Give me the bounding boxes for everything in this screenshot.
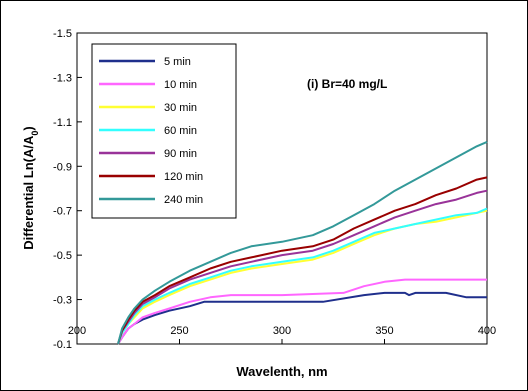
y-tick-label: -0.3 [53, 295, 72, 307]
y-tick-label: -0.5 [53, 250, 72, 262]
x-tick-label: 400 [478, 325, 496, 337]
y-tick-label: -0.9 [53, 161, 72, 173]
legend-label: 10 min [164, 79, 197, 91]
legend: 5 min 10 min 30 min 60 min 90 min 120 min 240 … [91, 43, 237, 219]
legend-label: 90 min [164, 148, 197, 160]
chart-annotation: (i) Br=40 mg/L [307, 77, 387, 91]
legend-label: 5 min [164, 56, 191, 68]
series-line-4 [117, 207, 488, 345]
x-tick-label: 200 [68, 325, 86, 337]
series-line-7 [117, 140, 488, 345]
series-layer [117, 140, 488, 345]
y-tick-label: -0.1 [53, 339, 72, 351]
series-line-6 [117, 176, 488, 345]
y-tick-label: -0.7 [53, 206, 72, 218]
tick-layer: -1.5 -1.3 -1.1 -0.9 -0.7 -0.5 -0.3 -0.1 200 250 30… [53, 28, 496, 351]
series-line-5 [117, 189, 488, 345]
y-tick-label: -1.3 [53, 72, 72, 84]
legend-label: 30 min [164, 102, 197, 114]
series-line-3 [117, 209, 488, 345]
legend-label: 240 min [164, 194, 203, 206]
x-axis-title: Wavelenth, nm [236, 364, 327, 379]
series-line-2 [117, 278, 487, 345]
x-tick-label: 250 [170, 325, 188, 337]
x-tick-label: 300 [273, 325, 291, 337]
y-axis-title: Differential Ln(A/A0) [21, 126, 40, 249]
y-tick-label: -1.1 [53, 117, 72, 129]
y-tick-label: -1.5 [53, 28, 72, 40]
legend-label: 60 min [164, 125, 197, 137]
legend-label: 120 min [164, 171, 203, 183]
x-tick-label: 350 [375, 325, 393, 337]
